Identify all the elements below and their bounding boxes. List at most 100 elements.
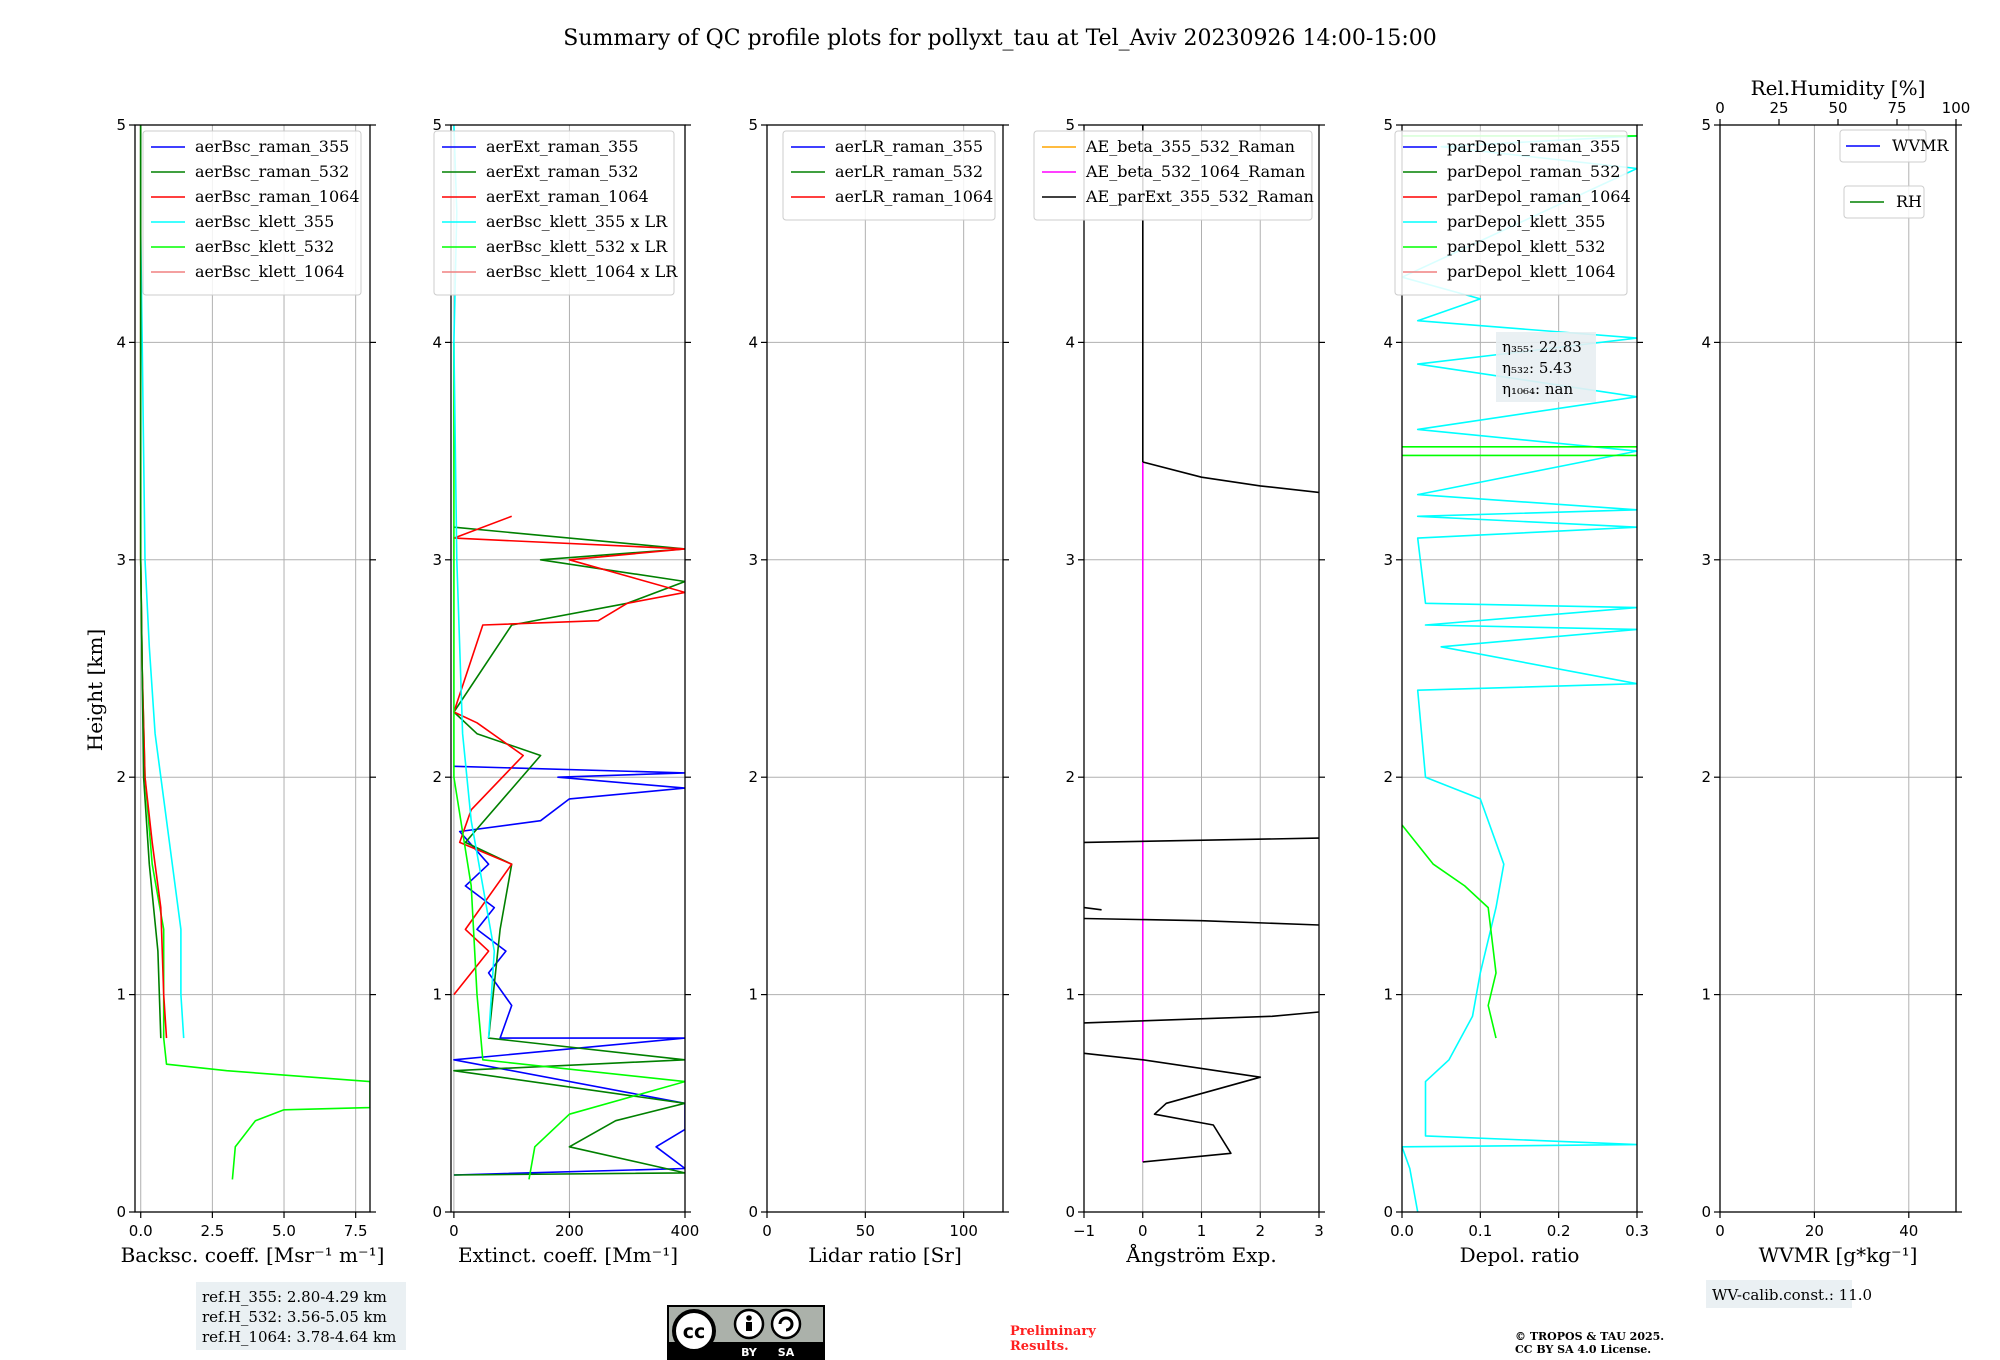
legend-entry: aerExt_raman_532 — [486, 162, 639, 181]
y-tick-label: 5 — [1065, 116, 1075, 134]
series-parDepol_klett_532 — [1402, 824, 1497, 1039]
x-tick-label: −1 — [1073, 1222, 1095, 1240]
legend-entry: AE_parExt_355_532_Raman — [1085, 187, 1314, 206]
x-tick-label: 0.2 — [1547, 1222, 1571, 1240]
top-tick-label: 100 — [1942, 99, 1971, 117]
series-AE_parExt_355_532_Raman_e — [1084, 837, 1319, 844]
refh-355: ref.H_355: 2.80-4.29 km — [202, 1288, 387, 1306]
legend-entry: parDepol_klett_532 — [1447, 237, 1605, 256]
series-AE_parExt_355_532_Raman_d — [1084, 906, 1102, 911]
refh-1064: ref.H_1064: 3.78-4.64 km — [202, 1328, 396, 1346]
x-axis-label: Backsc. coeff. [Msr⁻¹ m⁻¹] — [121, 1243, 385, 1267]
panels: 0.0 2.5 5.0 7.5 0 1 2 3 4 5 Backsc. coeff. [Msr⁻¹ … — [116, 76, 1970, 1308]
legend-box — [142, 130, 362, 296]
cc-by-label: BY — [741, 1346, 758, 1359]
figure-title: Summary of QC profile plots for pollyxt_… — [563, 26, 1436, 51]
legend-entry: parDepol_raman_532 — [1447, 162, 1620, 181]
cc-sa-label: SA — [778, 1346, 795, 1359]
y-tick-label: 2 — [116, 768, 126, 786]
y-tick-label: 2 — [1701, 768, 1711, 786]
legend: WVMR RH — [1839, 129, 1949, 219]
y-tick-label: 1 — [1065, 986, 1075, 1004]
legend-box — [1394, 130, 1628, 296]
legend-entry: parDepol_raman_355 — [1447, 137, 1620, 156]
x-tick-label: 20 — [1805, 1222, 1824, 1240]
legend-box — [782, 130, 996, 221]
legend-entry: aerBsc_klett_355 — [195, 212, 334, 231]
eta-value: η₁₀₆₄: nan — [1502, 380, 1573, 398]
top-tick-label: 75 — [1887, 99, 1906, 117]
y-tick-label: 0 — [1701, 1203, 1711, 1221]
preliminary-line1: Preliminary — [1010, 1324, 1096, 1339]
y-tick-label: 5 — [432, 116, 442, 134]
y-tick-label: 0 — [116, 1203, 126, 1221]
plot-frame — [1719, 124, 1957, 1213]
legend-entry: aerBsc_klett_1064 — [195, 262, 344, 281]
eta-value: η₅₃₂: 5.43 — [1502, 359, 1572, 377]
legend-entry: aerExt_raman_1064 — [486, 187, 649, 206]
y-tick-label: 3 — [748, 551, 758, 569]
legend: AE_beta_355_532_Raman AE_beta_532_1064_Ra… — [1033, 130, 1314, 221]
y-tick-label: 5 — [1383, 116, 1393, 134]
legend: aerBsc_raman_355 aerBsc_raman_532 aerBsc_r… — [142, 130, 362, 296]
legend-entry: aerBsc_raman_532 — [195, 162, 349, 181]
y-tick-label: 4 — [432, 333, 442, 351]
x-axis-label: Ångström Exp. — [1125, 1242, 1276, 1267]
series-AE_parExt_355_532_Raman_c — [1084, 917, 1319, 926]
top-axis-label: Rel.Humidity [%] — [1751, 76, 1926, 100]
y-tick-label: 1 — [1383, 986, 1393, 1004]
x-tick-label: 5.0 — [272, 1222, 296, 1240]
y-tick-label: 1 — [748, 986, 758, 1004]
x-tick-label: 100 — [949, 1222, 978, 1240]
x-tick-label: 0 — [449, 1222, 459, 1240]
legend-entry: aerBsc_klett_355 x LR — [486, 212, 668, 231]
x-tick-label: 7.5 — [344, 1222, 368, 1240]
eta-value: η₃₅₅: 22.83 — [1502, 338, 1582, 356]
x-tick-label: 0 — [1138, 1222, 1148, 1240]
series-aerBsc_klett_355 — [139, 125, 185, 1039]
y-tick-label: 4 — [116, 333, 126, 351]
x-tick-label: 400 — [671, 1222, 700, 1240]
preliminary-line2: Results. — [1010, 1339, 1069, 1354]
legend-entry: aerBsc_klett_1064 x LR — [486, 262, 678, 281]
y-tick-label: 4 — [748, 333, 758, 351]
y-tick-label: 1 — [432, 986, 442, 1004]
legend-entry: aerBsc_klett_532 x LR — [486, 237, 668, 256]
x-tick-label: 0.0 — [129, 1222, 153, 1240]
y-axis-label: Height [km] — [83, 629, 107, 751]
y-tick-label: 4 — [1701, 333, 1711, 351]
legend-box — [1033, 130, 1313, 221]
series-aerBsc_raman_532 — [139, 125, 162, 1039]
refh-box: ref.H_355: 2.80-4.29 km ref.H_532: 3.56-… — [196, 1282, 406, 1350]
legend: aerExt_raman_355 aerExt_raman_532 aerExt_r… — [433, 130, 678, 296]
copyright-line2: CC BY SA 4.0 License. — [1515, 1343, 1651, 1356]
y-tick-label: 5 — [748, 116, 758, 134]
x-axis-label: Depol. ratio — [1460, 1243, 1580, 1267]
legend-entry: parDepol_klett_355 — [1447, 212, 1605, 231]
y-tick-label: 5 — [1701, 116, 1711, 134]
cc-logo-text: cc — [683, 1321, 706, 1343]
x-tick-label: 0.0 — [1390, 1222, 1414, 1240]
legend-entry: aerLR_raman_1064 — [835, 187, 993, 206]
legend-entry: aerLR_raman_355 — [835, 137, 983, 156]
wv-calib-box — [1706, 1280, 1852, 1308]
series-AE_parExt_355_532_Raman — [1084, 1052, 1262, 1163]
x-tick-label: 0 — [1715, 1222, 1725, 1240]
y-tick-label: 2 — [1065, 768, 1075, 786]
y-tick-label: 2 — [748, 768, 758, 786]
cc-logo-icon — [672, 1309, 716, 1353]
legend-entry: RH — [1896, 192, 1922, 211]
x-tick-label: 0.3 — [1625, 1222, 1649, 1240]
y-tick-label: 2 — [432, 768, 442, 786]
legend-entry: parDepol_raman_1064 — [1447, 187, 1631, 206]
plot-frame — [766, 124, 1004, 1213]
x-axis-label: Extinct. coeff. [Mm⁻¹] — [458, 1243, 678, 1267]
y-tick-label: 0 — [1383, 1203, 1393, 1221]
panel-3: 0 50 100 0 1 2 3 4 5 Lidar ratio [Sr] aerLR_raman_… — [748, 116, 1009, 1267]
y-tick-label: 1 — [116, 986, 126, 1004]
x-tick-label: 200 — [555, 1222, 584, 1240]
legend-entry: parDepol_klett_1064 — [1447, 262, 1616, 281]
series-AE_parExt_355_532_Raman_f — [1142, 461, 1319, 494]
y-tick-label: 0 — [748, 1203, 758, 1221]
